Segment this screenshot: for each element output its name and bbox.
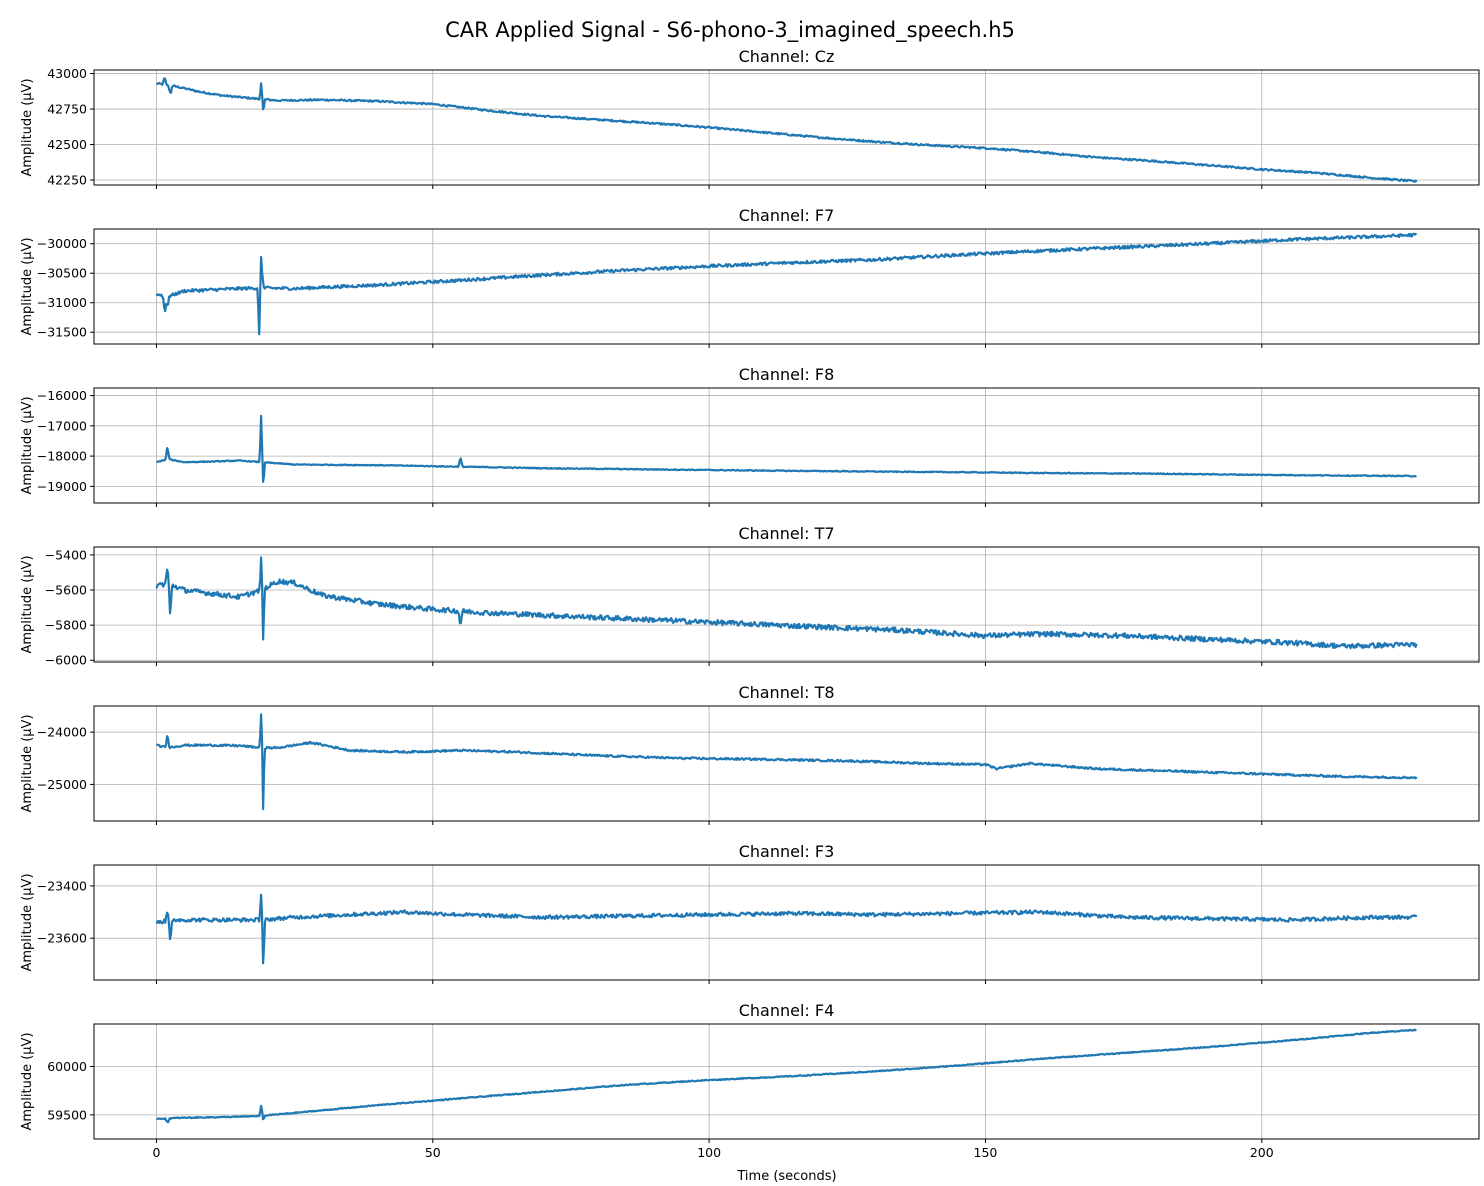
- subplot-7: Channel: F4 59500 60000 0 50 100 150 200 Amplitu…: [20, 1001, 1480, 1160]
- subplot-4: Channel: T7 −6000 −5800 −5600 −5400 Amplitude…: [20, 524, 1480, 668]
- y-tick-label: −17000: [37, 418, 87, 433]
- signal-line: [156, 414, 1417, 483]
- axes-frame: [93, 546, 1480, 663]
- axes-frame: [93, 864, 1480, 981]
- signal-line: [156, 1028, 1417, 1124]
- signal-line: [155, 232, 1418, 336]
- x-tick-label: 150: [974, 1145, 998, 1160]
- subplot-title: Channel: F3: [739, 842, 835, 861]
- y-tick-label: −19000: [37, 479, 87, 494]
- y-tick-label: −30500: [37, 266, 87, 281]
- y-axis-label: Amplitude (µV): [20, 873, 35, 971]
- y-tick-label: 42750: [47, 102, 87, 117]
- figure-title: CAR Applied Signal - S6-phono-3_imagined…: [445, 18, 1015, 43]
- y-tick-label: −31000: [37, 295, 87, 310]
- y-tick-label: −5600: [45, 583, 87, 598]
- x-tick-label: 100: [697, 1145, 721, 1160]
- signal-line: [155, 556, 1418, 650]
- y-tick-label: −5400: [45, 547, 87, 562]
- y-tick-label: 60000: [47, 1059, 87, 1074]
- axes-frame: [93, 228, 1480, 345]
- subplot-title: Channel: F4: [739, 1001, 835, 1020]
- y-axis-label: Amplitude (µV): [20, 1032, 35, 1130]
- x-tick-label: 0: [152, 1145, 160, 1160]
- signal-line: [155, 893, 1418, 965]
- axes-frame: [93, 1023, 1480, 1140]
- y-tick-label: 59500: [47, 1107, 87, 1122]
- axes-frame: [93, 387, 1480, 504]
- axes-layer: Channel: Cz 42250 42500 42750 43000 Amplitude…: [20, 47, 1480, 1160]
- subplot-3: Channel: F8 −19000 −18000 −17000 −16000Ampli…: [20, 365, 1480, 507]
- axes-frame: [93, 705, 1480, 822]
- y-tick-label: −23600: [37, 931, 87, 946]
- y-tick-label: 43000: [47, 66, 87, 81]
- y-tick-label: −23400: [37, 878, 87, 893]
- y-axis-label: Amplitude (µV): [20, 237, 35, 335]
- y-axis-label: Amplitude (µV): [20, 714, 35, 812]
- x-tick-label: 50: [425, 1145, 441, 1160]
- x-tick-label: 200: [1250, 1145, 1274, 1160]
- y-axis-label: Amplitude (µV): [20, 396, 35, 494]
- axes-frame: [93, 69, 1480, 186]
- y-tick-label: −6000: [45, 653, 87, 668]
- y-tick-label: −25000: [37, 777, 87, 792]
- y-tick-label: −31500: [37, 325, 87, 340]
- y-axis-label: Amplitude (µV): [20, 78, 35, 176]
- subplot-title: Channel: F8: [739, 365, 835, 384]
- y-tick-label: 42250: [47, 173, 87, 188]
- y-tick-label: −18000: [37, 449, 87, 464]
- y-axis-label: Amplitude (µV): [20, 555, 35, 653]
- signal-line: [156, 713, 1418, 811]
- signal-line: [155, 77, 1418, 183]
- subplot-title: Channel: Cz: [739, 47, 835, 66]
- y-tick-label: −24000: [37, 725, 87, 740]
- subplot-title: Channel: T8: [738, 683, 834, 702]
- subplot-title: Channel: T7: [738, 524, 834, 543]
- y-tick-label: 42500: [47, 137, 87, 152]
- y-tick-label: −30000: [37, 236, 87, 251]
- y-tick-label: −16000: [37, 388, 87, 403]
- y-tick-label: −5800: [45, 618, 87, 633]
- subplot-2: Channel: F7 −31500 −31000 −30500 −30000Ampli…: [20, 206, 1480, 348]
- subplot-title: Channel: F7: [739, 206, 835, 225]
- x-axis-label: Time (seconds): [736, 1169, 836, 1184]
- subplot-1: Channel: Cz 42250 42500 42750 43000 Amplitude…: [20, 47, 1480, 189]
